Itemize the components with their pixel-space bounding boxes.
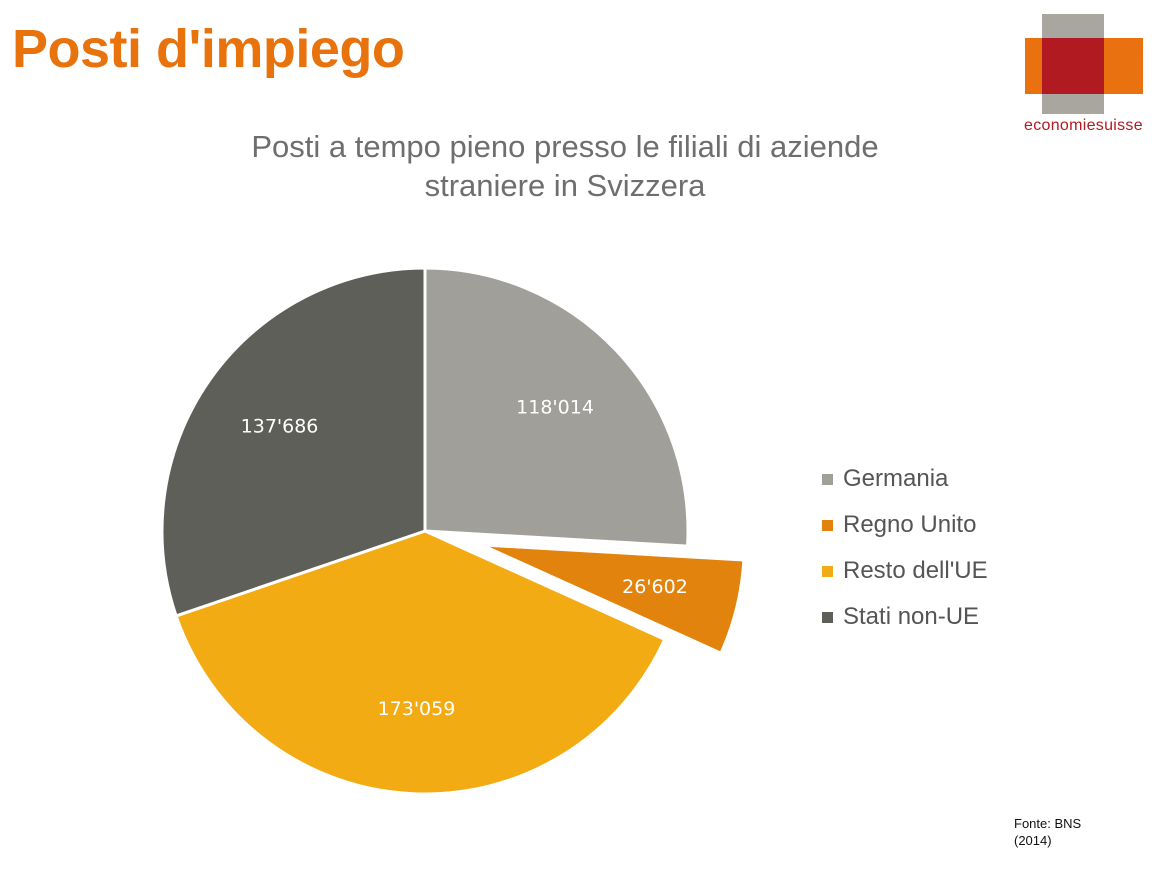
legend-swatch	[822, 565, 833, 577]
pie-slice-germania	[423, 266, 690, 548]
source-note: Fonte: BNS (2014)	[1014, 816, 1081, 850]
pie-slice-resto-dell-ue	[174, 529, 667, 796]
logo-center-square	[1042, 38, 1104, 94]
legend-label: Stati non-UE	[843, 603, 980, 630]
page-title: Posti d'impiego	[12, 19, 405, 79]
logo-text: economiesuisse	[1024, 117, 1143, 134]
source-line-2: (2014)	[1014, 832, 1052, 848]
legend-label: Regno Unito	[843, 511, 977, 538]
legend-swatch	[822, 473, 833, 485]
legend-label: Resto dell'UE	[843, 557, 988, 584]
legend-swatch	[822, 611, 833, 623]
chart-legend: Germania Regno Unito Resto dell'UE Stati no…	[822, 456, 988, 640]
legend-item-regno-unito: Regno Unito	[822, 502, 988, 548]
economiesuisse-logo: economiesuisse	[1020, 12, 1150, 142]
source-line-1: Fonte: BNS	[1014, 816, 1082, 831]
legend-swatch	[822, 519, 833, 531]
pie-slice-regno-unito	[479, 543, 746, 655]
legend-label: Germania	[843, 465, 949, 492]
pie-slice-stati-non-ue	[160, 266, 427, 618]
chart-title: Posti a tempo pieno presso le filiali di…	[251, 129, 879, 203]
pie-label-regno-unito: 26'602	[622, 576, 688, 598]
legend-item-resto-dell-ue: Resto dell'UE	[822, 548, 988, 594]
legend-item-stati-non-ue: Stati non-UE	[822, 594, 988, 640]
legend-item-germania: Germania	[822, 456, 988, 502]
pie-label-germania: 118'014	[516, 397, 594, 419]
pie-label-stati-non-ue: 137'686	[241, 415, 319, 437]
pie-label-resto-dell-ue: 173'059	[378, 698, 456, 720]
